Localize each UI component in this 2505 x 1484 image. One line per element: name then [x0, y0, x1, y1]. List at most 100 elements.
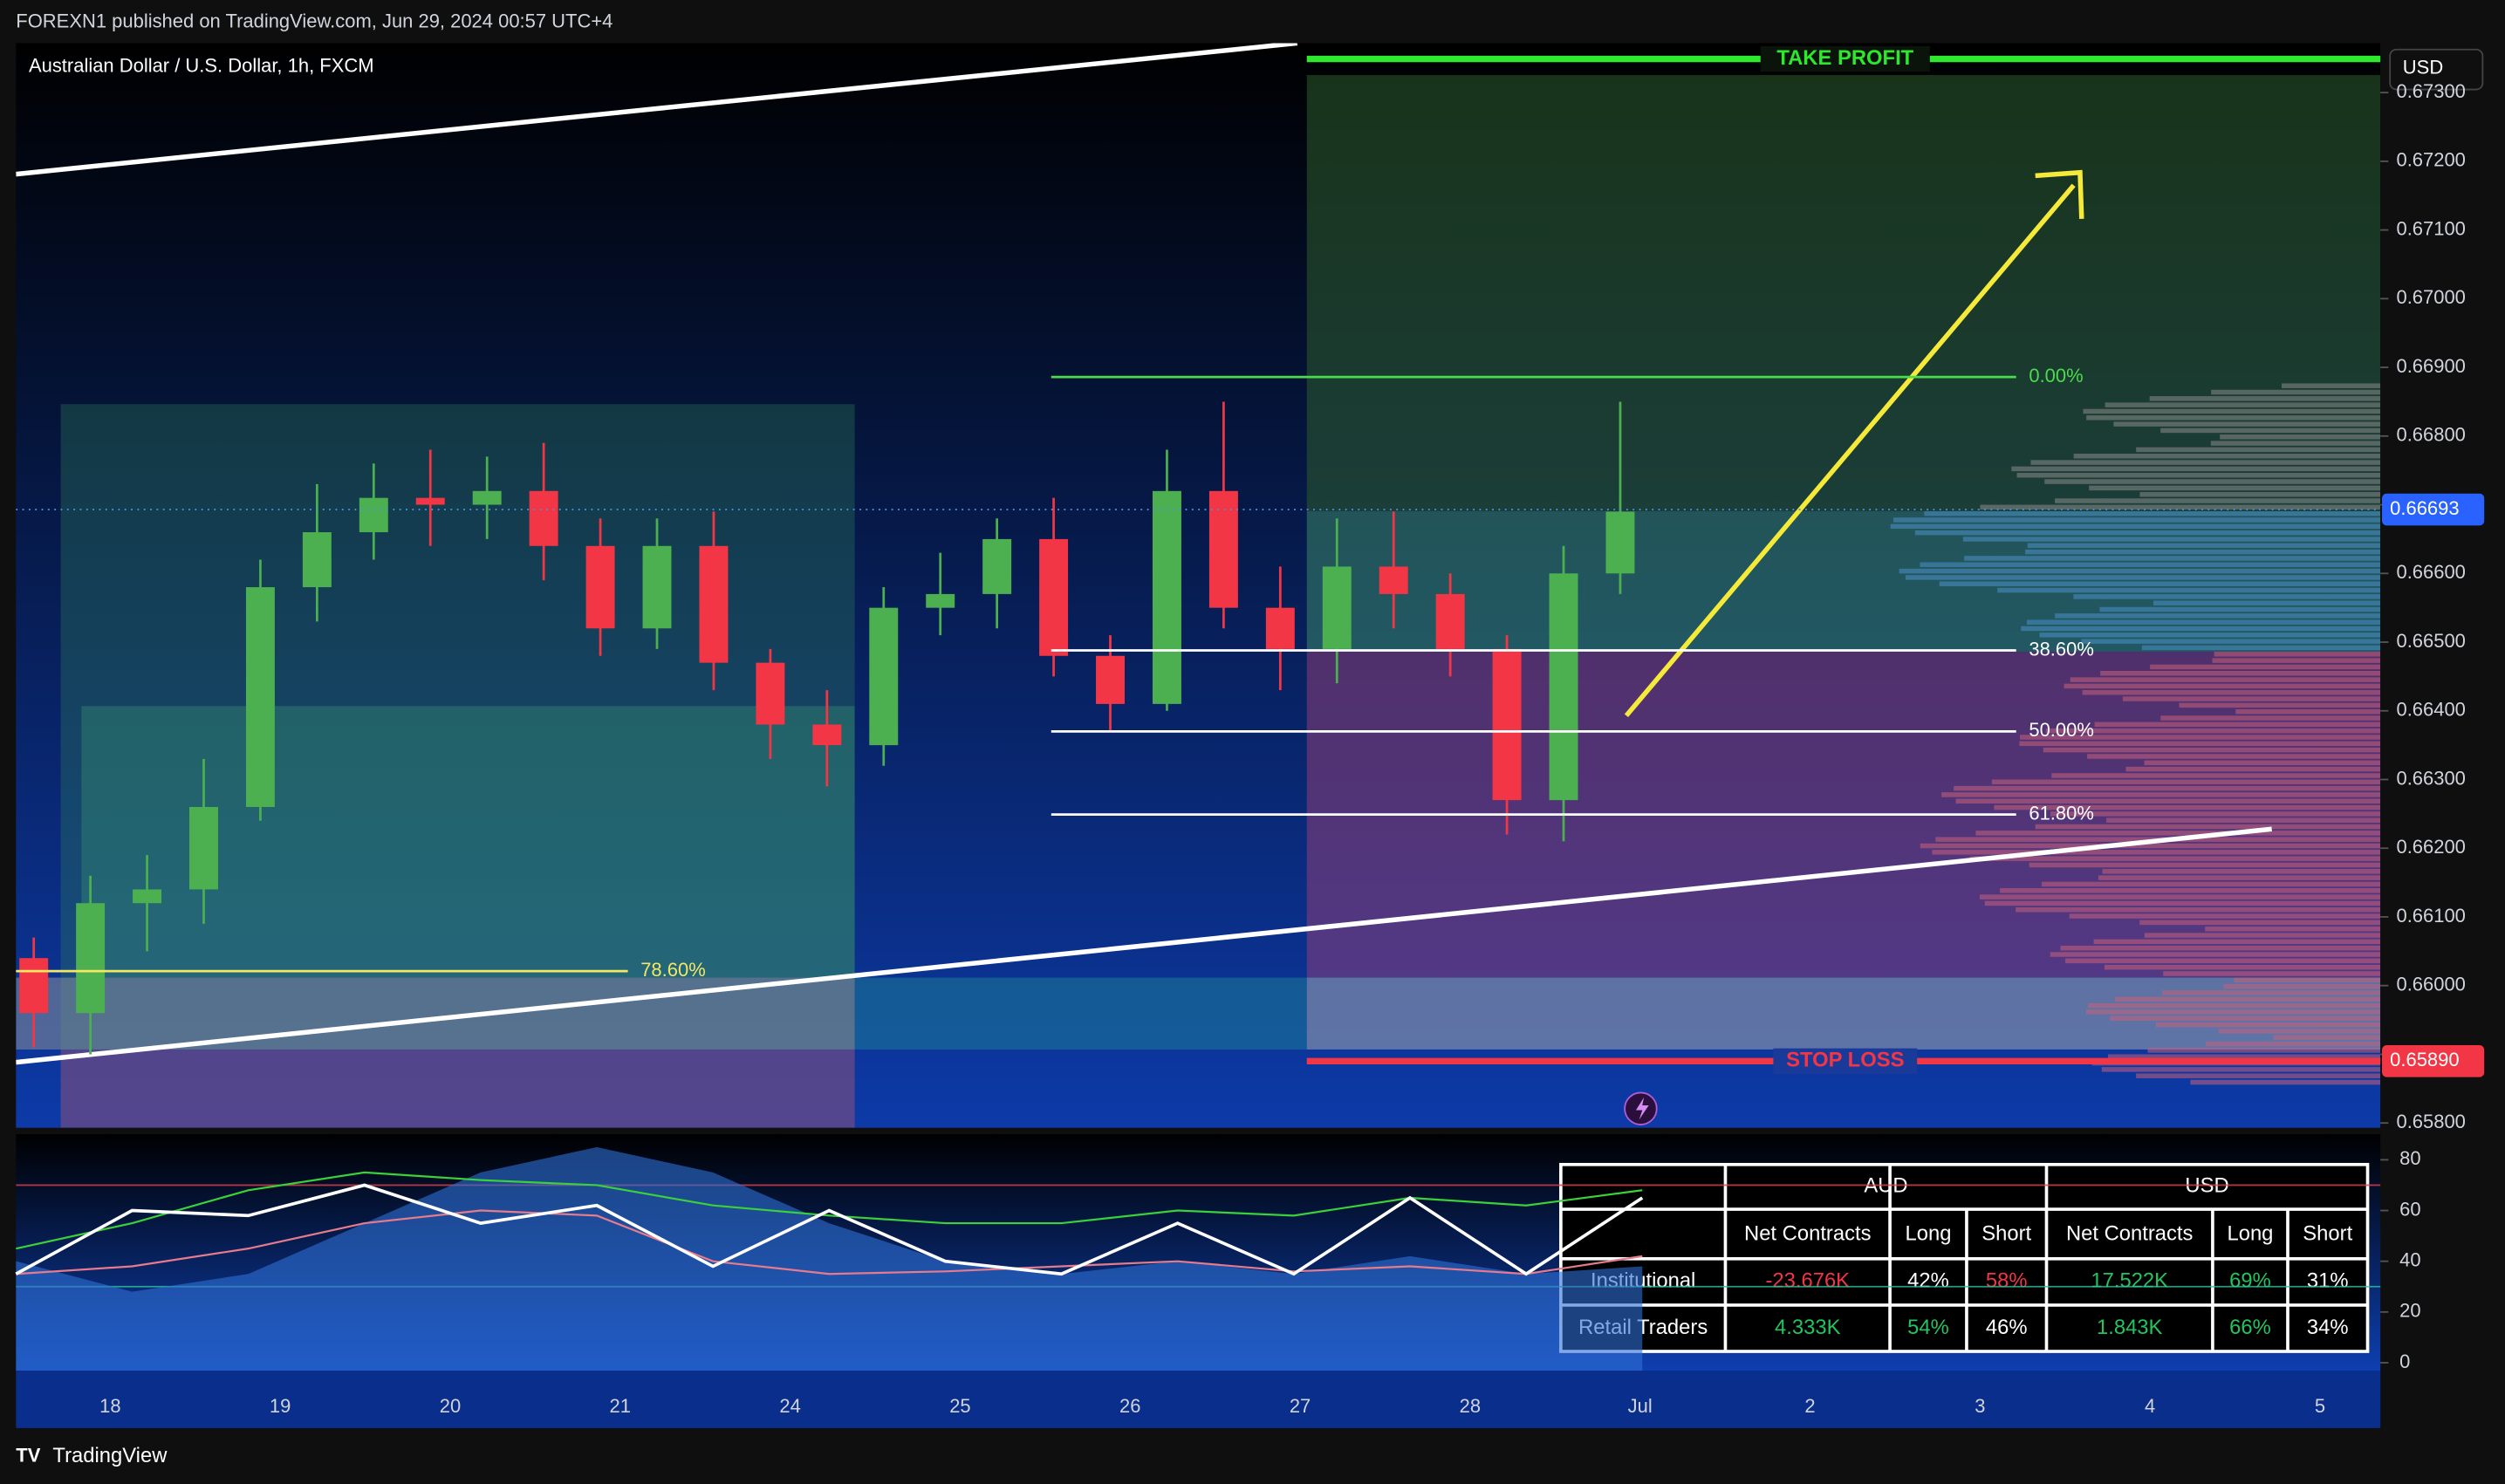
currency: USD: [2403, 57, 2443, 79]
profile-bar: [1905, 575, 2381, 580]
profile-bar: [2113, 421, 2381, 427]
fib-label: 78.60%: [640, 959, 706, 981]
profile-bar: [2011, 466, 2381, 472]
profile-bar: [1924, 510, 2381, 516]
profile-bar: [1932, 850, 2381, 855]
profile-bar: [1984, 900, 2381, 906]
brand: TradingView: [52, 1444, 168, 1467]
profile-bar: [1892, 517, 2381, 523]
y-tick-label: 0.67300: [2396, 80, 2465, 102]
profile-bar: [2100, 671, 2381, 676]
y-tick-label: 0.65800: [2396, 1111, 2465, 1132]
x-tick-label: 4: [2145, 1395, 2155, 1417]
osc-line: [15, 1183, 1644, 1276]
table-header: Short: [1981, 1222, 2031, 1246]
profile-bar: [1899, 568, 2381, 574]
osc-line: [16, 1209, 1643, 1275]
profile-bar: [2101, 1067, 2381, 1072]
fib-label: 38.60%: [2029, 638, 2094, 660]
profile-bar: [2212, 658, 2381, 663]
candle-body: [869, 607, 899, 746]
table-cell: 4.333K: [1775, 1316, 1841, 1339]
x-tick-label: 27: [1290, 1395, 1311, 1417]
profile-bar: [2042, 881, 2381, 887]
candle-body: [359, 497, 388, 533]
profile-bar: [2273, 1035, 2381, 1040]
profile-bar: [1941, 792, 2381, 797]
profile-bar: [2139, 491, 2381, 497]
profile-bar: [1962, 537, 2381, 542]
profile-bar: [2025, 549, 2381, 555]
profile-bar: [2055, 613, 2381, 619]
profile-bar: [2234, 977, 2381, 983]
profile-bar: [2205, 1041, 2381, 1047]
last-price-box: [2382, 493, 2485, 526]
profile-bar: [1890, 523, 2381, 530]
candle-body: [699, 545, 729, 663]
profile-bar: [2000, 888, 2381, 893]
profile-bar: [2179, 702, 2381, 708]
candle-body: [926, 593, 955, 608]
table-header: Net Contracts: [1744, 1222, 1872, 1246]
brand-logo: TV: [16, 1445, 40, 1467]
profile-bar: [1994, 804, 2381, 810]
profile-bar: [2081, 639, 2381, 644]
stop-loss-label: STOP LOSS: [1786, 1049, 1904, 1072]
candle-body: [1379, 566, 1408, 594]
profile-bar: [2086, 415, 2381, 421]
profile-bar: [2160, 715, 2381, 721]
candle-body: [76, 903, 106, 1014]
profile-bar: [1975, 831, 2381, 836]
table-cell: -23.676K: [1765, 1269, 1850, 1293]
profile-bar: [2087, 754, 2381, 759]
y-tick-label: 0.67000: [2396, 286, 2465, 308]
osc-tick-label: 60: [2399, 1198, 2420, 1220]
profile-bar: [2190, 1079, 2381, 1085]
profile-bar: [2211, 389, 2381, 395]
profile-bar: [2149, 396, 2381, 401]
table-header: Short: [2303, 1222, 2352, 1246]
profile-bar: [2060, 945, 2381, 951]
y-tick-label: 0.66800: [2396, 424, 2465, 446]
table-cell: 69%: [2229, 1269, 2271, 1293]
profile-bar: [2044, 479, 2381, 484]
take-profit-label: TAKE PROFIT: [1776, 46, 1913, 70]
profile-bar: [2108, 1054, 2381, 1059]
profile-bar: [1920, 843, 2381, 849]
currency-button[interactable]: [2389, 48, 2484, 91]
osc-tick-label: 40: [2399, 1248, 2420, 1270]
profile-bar: [1914, 530, 2381, 536]
profile-bar: [2019, 741, 2381, 747]
y-tick-label: 0.66300: [2396, 767, 2465, 789]
profile-bar: [2016, 472, 2381, 478]
fib-label: 61.80%: [2029, 802, 2094, 824]
x-tick-label: 18: [99, 1395, 120, 1417]
table-cell: 1.843K: [2097, 1316, 2163, 1339]
profile-bar: [2021, 626, 2381, 632]
osc-tick-label: 0: [2399, 1351, 2410, 1372]
profile-bar: [2141, 645, 2381, 651]
profile-bar: [2035, 824, 2381, 830]
label-bg: [1773, 1048, 1918, 1074]
table-cell: 54%: [1907, 1316, 1949, 1339]
table-cell: 31%: [2307, 1269, 2349, 1293]
profile-bar: [2093, 939, 2381, 945]
drawings: [16, 43, 2381, 1128]
candle-body: [189, 806, 218, 890]
candle-body: [19, 958, 49, 1014]
volume-profile: [1890, 383, 2381, 1085]
profile-bar: [1920, 562, 2381, 568]
chart-title: Australian Dollar / U.S. Dollar, 1h, FXC…: [29, 55, 374, 77]
profile-bar: [2050, 952, 2381, 957]
profile-bar: [2136, 447, 2381, 453]
candle-body: [1039, 538, 1069, 656]
candle-body: [1492, 648, 1522, 801]
stop-price-box: [2382, 1045, 2485, 1077]
profile-bar: [2082, 689, 2381, 695]
y-tick-label: 0.66900: [2396, 355, 2465, 377]
x-tick-label: 26: [1119, 1395, 1140, 1417]
alert-icon: [1635, 1097, 1649, 1120]
profile-bar: [2281, 383, 2381, 388]
fib-label: 50.00%: [2029, 719, 2094, 741]
